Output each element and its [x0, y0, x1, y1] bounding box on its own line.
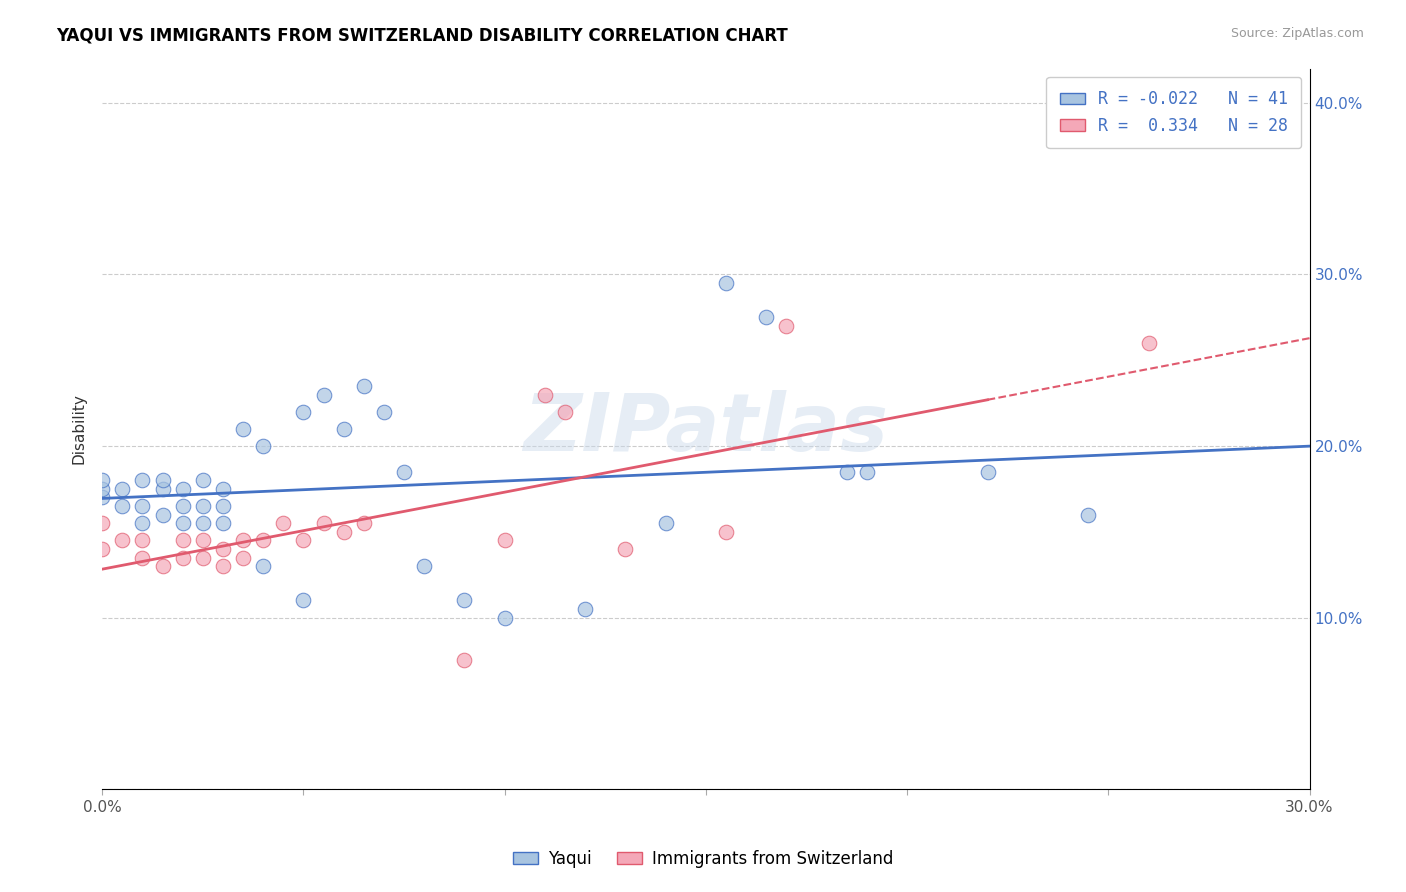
Point — [312, 387, 335, 401]
Point — [1137, 336, 1160, 351]
Point — [271, 516, 294, 531]
Point — [614, 541, 637, 556]
Point — [152, 559, 174, 574]
Point — [353, 516, 375, 531]
Point — [654, 516, 676, 531]
Point — [91, 541, 114, 556]
Y-axis label: Disability: Disability — [72, 393, 86, 464]
Legend: Yaqui, Immigrants from Switzerland: Yaqui, Immigrants from Switzerland — [506, 844, 900, 875]
Point — [232, 533, 254, 548]
Point — [252, 439, 274, 453]
Point — [111, 533, 134, 548]
Point — [131, 550, 153, 565]
Point — [212, 541, 235, 556]
Text: ZIPatlas: ZIPatlas — [523, 390, 889, 467]
Point — [292, 593, 315, 607]
Point — [835, 465, 858, 479]
Point — [332, 422, 354, 436]
Point — [91, 482, 114, 496]
Point — [191, 550, 214, 565]
Point — [976, 465, 998, 479]
Point — [212, 482, 235, 496]
Point — [212, 516, 235, 531]
Text: YAQUI VS IMMIGRANTS FROM SWITZERLAND DISABILITY CORRELATION CHART: YAQUI VS IMMIGRANTS FROM SWITZERLAND DIS… — [56, 27, 787, 45]
Point — [91, 516, 114, 531]
Point — [292, 405, 315, 419]
Text: Source: ZipAtlas.com: Source: ZipAtlas.com — [1230, 27, 1364, 40]
Point — [332, 524, 354, 539]
Point — [714, 276, 737, 290]
Point — [152, 508, 174, 522]
Point — [131, 533, 153, 548]
Point — [232, 422, 254, 436]
Point — [111, 482, 134, 496]
Point — [91, 491, 114, 505]
Point — [534, 387, 557, 401]
Point — [252, 559, 274, 574]
Point — [714, 524, 737, 539]
Point — [212, 559, 235, 574]
Point — [775, 318, 797, 333]
Point — [494, 533, 516, 548]
Point — [172, 533, 194, 548]
Point — [373, 405, 395, 419]
Point — [392, 465, 415, 479]
Point — [353, 379, 375, 393]
Point — [292, 533, 315, 548]
Point — [191, 473, 214, 487]
Point — [191, 533, 214, 548]
Point — [574, 602, 596, 616]
Point — [191, 516, 214, 531]
Point — [232, 550, 254, 565]
Point — [111, 499, 134, 513]
Point — [453, 653, 475, 667]
Point — [856, 465, 879, 479]
Point — [312, 516, 335, 531]
Point — [131, 473, 153, 487]
Legend: R = -0.022   N = 41, R =  0.334   N = 28: R = -0.022 N = 41, R = 0.334 N = 28 — [1046, 77, 1301, 148]
Point — [172, 550, 194, 565]
Point — [131, 499, 153, 513]
Point — [755, 310, 778, 325]
Point — [453, 593, 475, 607]
Point — [191, 499, 214, 513]
Point — [152, 473, 174, 487]
Point — [131, 516, 153, 531]
Point — [1077, 508, 1099, 522]
Point — [172, 516, 194, 531]
Point — [413, 559, 436, 574]
Point — [554, 405, 576, 419]
Point — [152, 482, 174, 496]
Point — [172, 499, 194, 513]
Point — [172, 482, 194, 496]
Point — [252, 533, 274, 548]
Point — [494, 610, 516, 624]
Point — [212, 499, 235, 513]
Point — [91, 473, 114, 487]
